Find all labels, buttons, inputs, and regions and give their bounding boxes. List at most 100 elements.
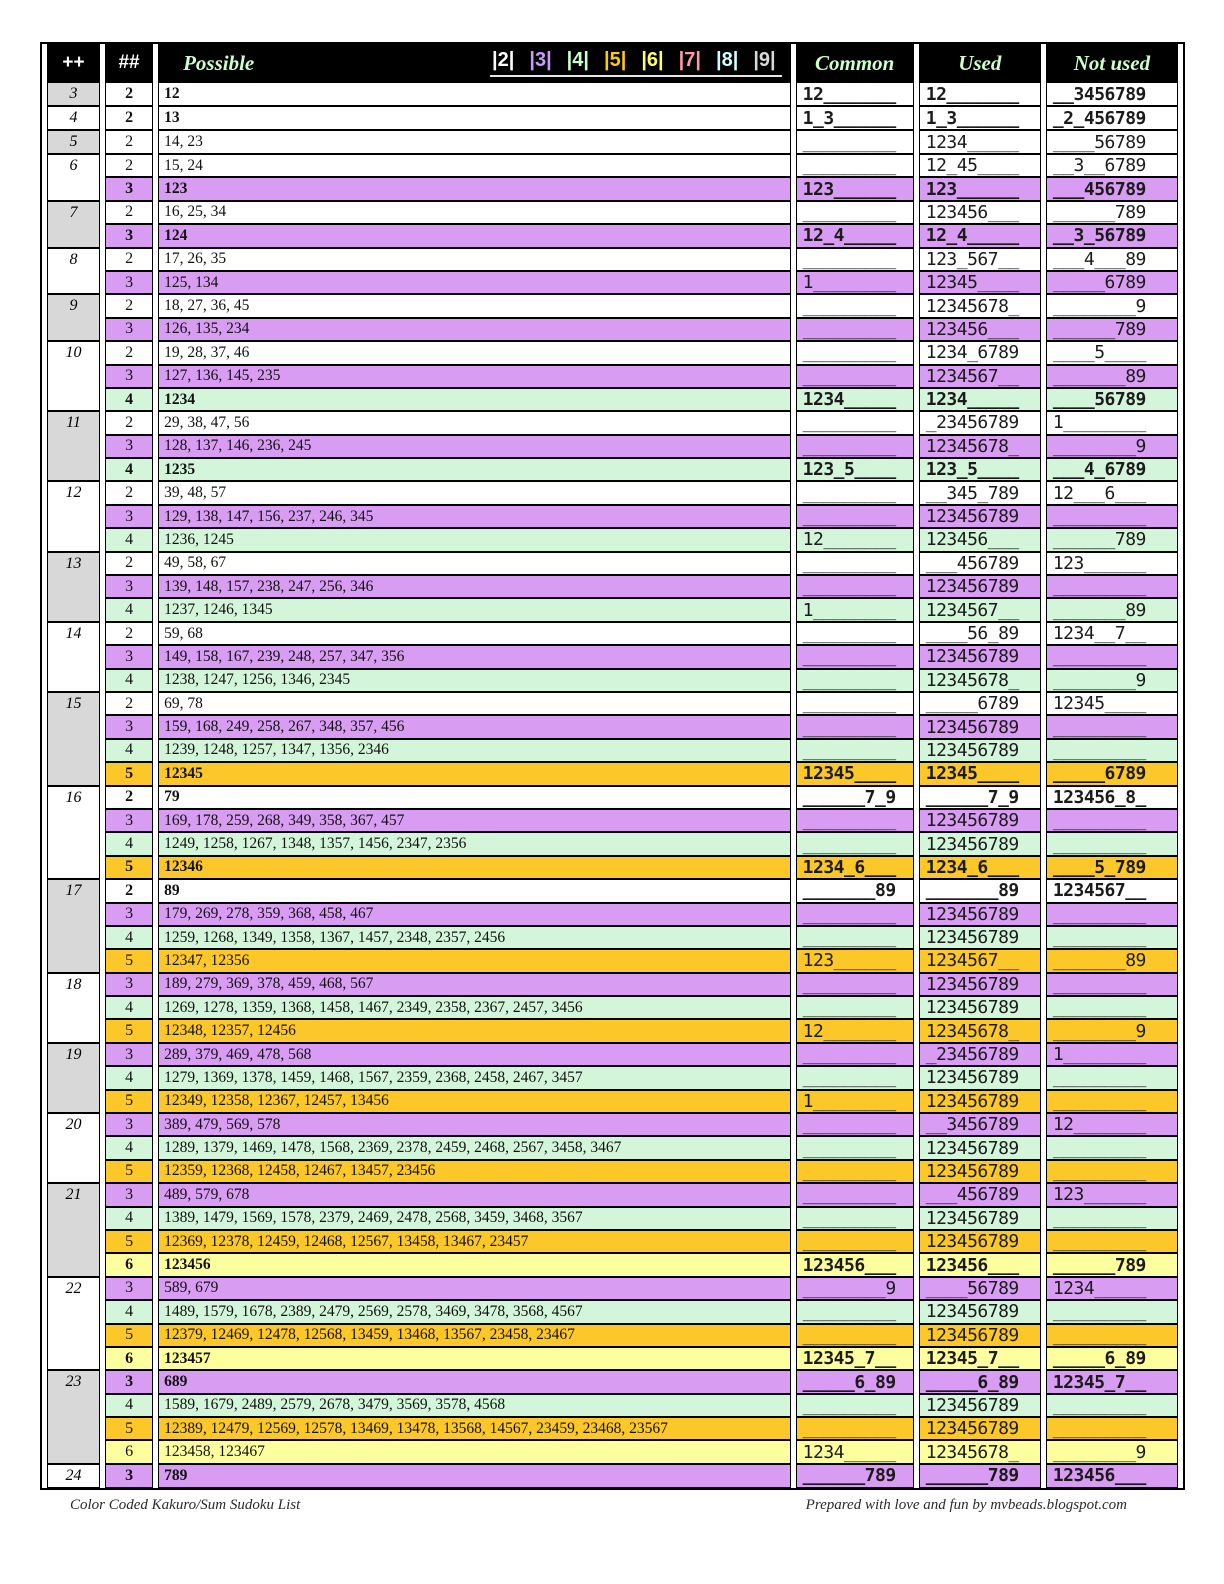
count-cell: 2 [105,411,154,435]
possible-cell: 69, 78 [158,691,791,716]
common-cell: 123_5____ [795,458,914,482]
possible-cell: 123456 [158,1253,791,1277]
table-row: 4 2 13 1_3______ 1_3______ _2_456789 [47,106,1178,130]
possible-cell: 189, 279, 369, 378, 459, 468, 567 [158,972,791,997]
common-cell: _________ [795,481,914,505]
not-used-header-label: Not used [1073,50,1151,75]
used-cell: 123456789 [918,1417,1041,1441]
common-cell: ________9 [795,1276,914,1301]
table-row: 4 1289, 1379, 1469, 1478, 1568, 2369, 237… [47,1136,1178,1160]
common-cell: _________ [795,1113,914,1137]
count-cell: 3 [105,270,154,295]
not-used-cell: __3_56789 [1045,224,1178,248]
used-cell: 123_567__ [918,247,1041,271]
common-cell: _________ [795,294,914,318]
sum-cell: 15 [47,691,101,786]
count-cell: 3 [105,1042,154,1067]
possible-cell: 12 [158,82,791,106]
not-used-cell: 12345____ [1045,691,1178,716]
sum-cell: 3 [47,82,101,106]
not-used-cell: ______789 [1045,200,1178,225]
count-cell: 2 [105,106,154,130]
not-used-cell: _________ [1045,996,1178,1020]
not-used-cell: _____6_89 [1045,1346,1178,1371]
used-cell: 123456789 [918,925,1041,950]
table-row: 6 2 15, 24 _________ 12_45____ __3__6789 [47,154,1178,201]
used-cell: 12_4_____ [918,224,1041,248]
count-cell: 5 [105,1019,154,1043]
count-cell: 2 [105,551,154,576]
count-header-label: ## [118,52,140,73]
not-used-cell: _______89 [1045,949,1178,973]
count-cell: 2 [105,200,154,225]
common-cell: _________ [795,1206,914,1230]
common-cell: _________ [795,247,914,271]
not-used-cell: _________ [1045,1393,1178,1418]
not-used-cell: 1234__7__ [1045,621,1178,646]
table-row: 21 3 489, 579, 678 _________ ___456789 123___… [47,1183,1178,1277]
count-cell: 4 [105,1136,154,1160]
used-cell: 123_5____ [918,458,1041,482]
not-used-cell: 12___6___ [1045,481,1178,505]
sum-cell: 9 [47,294,101,342]
not-used-cell: _____6789 [1045,762,1178,786]
table-row: 5 2 14, 23 _________ 1234_____ ____56789 [47,130,1178,154]
possible-cell: 159, 168, 249, 258, 267, 348, 357, 456 [158,715,791,739]
common-cell: _________ [795,668,914,692]
possible-cell: 128, 137, 146, 236, 245 [158,434,791,459]
table-row: 8 2 17, 26, 35 _________ 123_567__ ___4___89 [47,247,1178,295]
count-cell: 2 [105,785,154,809]
used-cell: 123456___ [918,1253,1041,1277]
sum-cell: 12 [47,481,101,552]
possible-cell: 12349, 12358, 12367, 12457, 13456 [158,1089,791,1114]
table-row: 22 3 589, 679 ________9 ____56789 1234_____ [47,1276,1178,1371]
used-cell: 1234_6___ [918,855,1041,880]
count-cell: 2 [105,154,154,178]
common-cell: 12345____ [795,762,914,786]
common-header-label: Common [815,50,895,75]
count-cell: 5 [105,762,154,786]
used-cell: _______89 [918,879,1041,903]
sum-cell: 22 [47,1276,101,1371]
possible-cell: 89 [158,879,791,903]
used-cell: _____6789 [918,691,1041,716]
possible-cell: 18, 27, 36, 45 [158,294,791,318]
not-used-cell: ___456789 [1045,177,1178,201]
table-row: 13 2 49, 58, 67 _________ ___456789 123______ [47,551,1178,622]
table-row: 4 1234 1234_____ 1234_____ ____56789 [47,387,1178,412]
not-used-cell: _________ [1045,925,1178,950]
used-cell: 123456789 [918,1393,1041,1418]
table-row: 3 129, 138, 147, 156, 237, 246, 345 ______… [47,504,1178,529]
table-row: 4 1589, 1679, 2489, 2579, 2678, 3479, 356… [47,1393,1178,1418]
common-cell: _________ [795,1300,914,1324]
not-used-cell: ______789 [1045,528,1178,552]
table-row: 6 123456 123456___ 123456___ ______789 [47,1253,1178,1277]
common-cell: 123______ [795,177,914,201]
used-cell: 123456789 [918,575,1041,599]
sum-cell: 23 [47,1370,101,1464]
not-used-cell: _______89 [1045,598,1178,622]
table-row: 3 2 12 12_______ 12_______ __3456789 [47,82,1178,106]
table-row: 7 2 16, 25, 34 _________ 123456___ ______789 [47,200,1178,248]
possible-cell: 1269, 1278, 1359, 1368, 1458, 1467, 2349… [158,996,791,1020]
used-cell: 12345678_ [918,294,1041,318]
used-cell: 123456___ [918,528,1041,552]
legend-item-4: |4| [566,49,589,71]
table-row: 3 123 123______ 123______ ___456789 [47,177,1178,201]
count-cell: 3 [105,808,154,833]
legend-item-7: |7| [678,49,701,71]
possible-cell: 12379, 12469, 12478, 12568, 13459, 13468… [158,1323,791,1347]
legend-item-8: |8| [715,49,739,71]
legend-item-3: |3| [529,49,552,71]
sum-cell: 7 [47,200,101,248]
count-cell: 4 [105,738,154,763]
not-used-cell: _________ [1045,1206,1178,1230]
common-cell: 123456___ [795,1253,914,1277]
common-cell: 1234_6___ [795,855,914,880]
used-cell: 123______ [918,177,1041,201]
table-row: 4 1249, 1258, 1267, 1348, 1357, 1456, 234… [47,832,1178,856]
common-cell: 12345_7__ [795,1346,914,1371]
not-used-cell: _________ [1045,808,1178,833]
common-cell: _________ [795,925,914,950]
common-cell: _________ [795,551,914,576]
